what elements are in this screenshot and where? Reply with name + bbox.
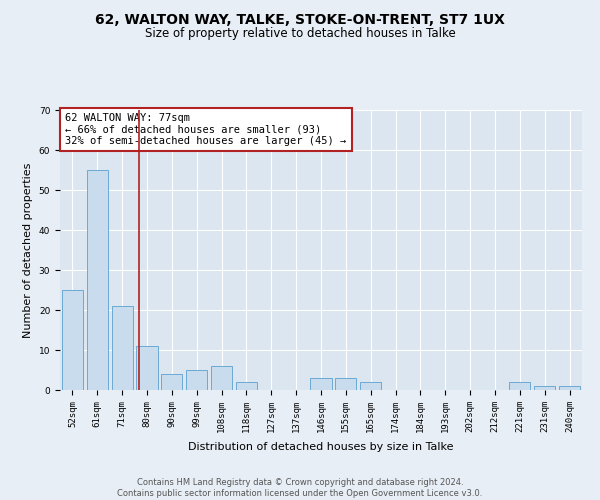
Bar [360, 382, 381, 390]
Bar [112, 306, 133, 390]
Bar [310, 378, 332, 390]
Bar [211, 366, 232, 390]
Bar [87, 170, 108, 390]
Bar [136, 346, 158, 390]
Text: Contains HM Land Registry data © Crown copyright and database right 2024.
Contai: Contains HM Land Registry data © Crown c… [118, 478, 482, 498]
Bar [335, 378, 356, 390]
Text: Size of property relative to detached houses in Talke: Size of property relative to detached ho… [145, 28, 455, 40]
Bar [186, 370, 207, 390]
Bar [559, 386, 580, 390]
Text: Distribution of detached houses by size in Talke: Distribution of detached houses by size … [188, 442, 454, 452]
Text: 62, WALTON WAY, TALKE, STOKE-ON-TRENT, ST7 1UX: 62, WALTON WAY, TALKE, STOKE-ON-TRENT, S… [95, 12, 505, 26]
Bar [62, 290, 83, 390]
Bar [236, 382, 257, 390]
Text: 62 WALTON WAY: 77sqm
← 66% of detached houses are smaller (93)
32% of semi-detac: 62 WALTON WAY: 77sqm ← 66% of detached h… [65, 113, 346, 146]
Bar [161, 374, 182, 390]
Bar [534, 386, 555, 390]
Y-axis label: Number of detached properties: Number of detached properties [23, 162, 33, 338]
Bar [509, 382, 530, 390]
